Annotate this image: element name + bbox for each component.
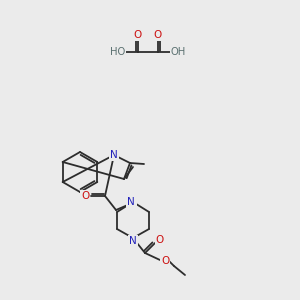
Text: N: N (110, 150, 118, 160)
Text: N: N (127, 197, 135, 207)
Text: O: O (81, 191, 89, 201)
Text: O: O (134, 30, 142, 40)
Text: O: O (161, 256, 169, 266)
Text: O: O (154, 30, 162, 40)
Text: N: N (128, 197, 136, 207)
Text: N: N (129, 236, 137, 246)
Text: OH: OH (170, 47, 186, 57)
Text: HO: HO (110, 47, 126, 57)
Text: O: O (156, 235, 164, 245)
